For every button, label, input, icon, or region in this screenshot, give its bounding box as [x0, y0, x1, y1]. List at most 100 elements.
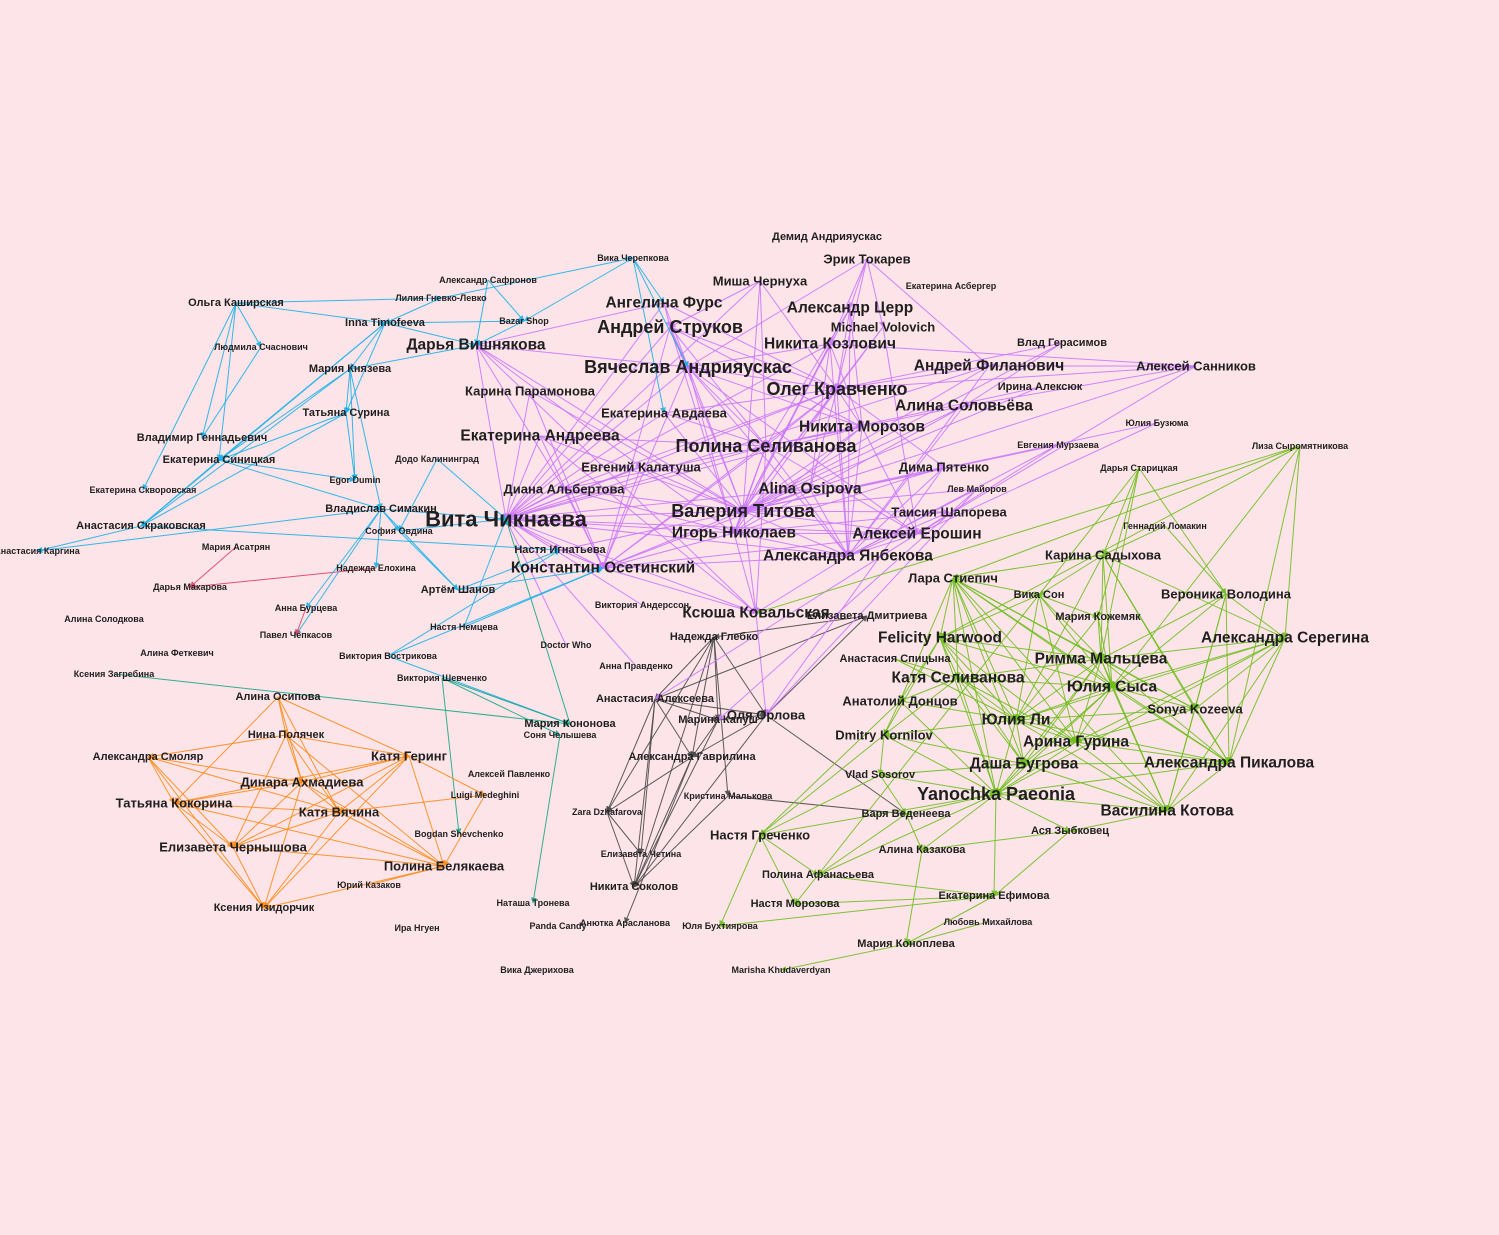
node-label-asatryan[interactable]: Мария Асатрян — [202, 542, 270, 552]
node-label-strukov[interactable]: Андрей Струков — [597, 317, 743, 337]
node-label-kazakova[interactable]: Алина Казакова — [879, 844, 967, 856]
node-label-selivanova[interactable]: Полина Селиванова — [676, 436, 858, 456]
node-label-erik[interactable]: Эрик Токарев — [823, 252, 910, 267]
node-label-lomakin[interactable]: Геннадий Ломакин — [1123, 521, 1207, 531]
node-label-osipova_a[interactable]: Alina Osipova — [758, 481, 862, 498]
node-label-polyachek[interactable]: Нина Полячек — [248, 729, 325, 741]
node-label-kozeeva[interactable]: Sonya Kozeeva — [1147, 702, 1243, 717]
node-label-vishnyakova[interactable]: Дарья Вишнякова — [406, 337, 545, 354]
node-label-timofeeva[interactable]: Inna Timofeeva — [345, 317, 426, 329]
node-label-solodkova[interactable]: Алина Солодкова — [64, 614, 144, 624]
node-label-kargina[interactable]: Анастасия Каргина — [0, 546, 81, 556]
node-label-titova[interactable]: Валерия Титова — [671, 501, 816, 521]
node-label-andriyauskas[interactable]: Вячеслав Андрияускас — [584, 357, 792, 377]
node-label-akhmadieva[interactable]: Динара Ахмадиева — [241, 775, 365, 790]
node-label-vostrikova[interactable]: Виктория Вострикова — [339, 651, 438, 661]
node-label-smolyar[interactable]: Александра Смоляр — [93, 751, 204, 763]
node-label-pikalova[interactable]: Александра Пикалова — [1144, 755, 1315, 772]
node-label-knyazeva[interactable]: Мария Князева — [309, 363, 392, 375]
node-label-bazar[interactable]: Bazar Shop — [499, 316, 549, 326]
node-label-cherepkova[interactable]: Вика Черепкова — [597, 253, 670, 263]
node-label-paeonia[interactable]: Yanochka Paeonia — [917, 784, 1076, 804]
node-label-avdaeva[interactable]: Екатерина Авдаева — [601, 406, 728, 421]
node-label-safronov[interactable]: Александр Сафронов — [439, 275, 537, 285]
node-label-dmitrieva[interactable]: Елизавета Дмитриева — [807, 610, 928, 622]
node-label-k_selivanova[interactable]: Катя Селиванова — [891, 670, 1024, 687]
node-label-elokhina[interactable]: Надежда Елохина — [336, 563, 417, 573]
node-label-kovalskaya[interactable]: Ксюша Ковальская — [682, 605, 829, 622]
node-label-seregina[interactable]: Александра Серегина — [1201, 630, 1369, 647]
node-label-morozov[interactable]: Никита Морозов — [799, 419, 925, 436]
node-label-schasnovich[interactable]: Людмила Счаснович — [214, 342, 308, 352]
node-label-osetinsky[interactable]: Константин Осетинский — [511, 560, 695, 577]
node-label-bukhtiyarova[interactable]: Юля Бухтиярова — [682, 921, 759, 931]
node-label-sinitskaya[interactable]: Екатерина Синицкая — [163, 454, 276, 466]
node-label-konopleva[interactable]: Мария Коноплева — [857, 938, 955, 950]
node-label-syromyatnikova[interactable]: Лиза Сыромятникова — [1252, 441, 1349, 451]
node-label-kononova[interactable]: Мария Кононова — [524, 718, 616, 730]
node-label-efimova[interactable]: Екатерина Ефимова — [939, 890, 1051, 902]
node-label-zagrebina[interactable]: Ксения Загребина — [74, 669, 155, 679]
node-label-shaporeva[interactable]: Таисия Шапорева — [891, 505, 1007, 520]
node-label-vedeneeva[interactable]: Варя Веденеева — [862, 808, 952, 820]
node-label-pavlenko[interactable]: Алексей Павленко — [468, 769, 551, 779]
node-label-bugrova[interactable]: Даша Бугрова — [970, 756, 1079, 773]
node-label-orlova[interactable]: Оля Орлова — [727, 708, 806, 723]
node-label-demid[interactable]: Демид Андрияускас — [772, 231, 882, 243]
node-label-sannikov[interactable]: Алексей Санников — [1136, 359, 1256, 374]
node-label-doctorwho[interactable]: Doctor Who — [541, 640, 592, 650]
node-label-solovyova[interactable]: Алина Соловьёва — [895, 398, 1033, 415]
node-label-kaliningrad[interactable]: Додо Калининград — [395, 454, 479, 464]
node-label-shevchenko_b[interactable]: Bogdan Shevchenko — [414, 829, 504, 839]
node-label-gering[interactable]: Катя Геринг — [371, 749, 448, 764]
node-label-makarova[interactable]: Дарья Макарова — [153, 582, 228, 592]
node-label-fetkevich[interactable]: Алина Феткевич — [140, 648, 213, 658]
node-label-shanov[interactable]: Артём Шанов — [421, 584, 496, 596]
node-label-surina[interactable]: Татьяна Сурина — [302, 407, 390, 419]
node-label-eroshin[interactable]: Алексей Ерошин — [852, 526, 981, 543]
node-label-spitsyna[interactable]: Анастасия Спицына — [840, 653, 952, 665]
node-label-tronova[interactable]: Наташа Тронева — [497, 898, 571, 908]
node-label-dzhafarova[interactable]: Zara Dzhafarova — [572, 807, 643, 817]
node-label-yanbekova[interactable]: Александра Янбекова — [763, 548, 933, 565]
node-label-chetina[interactable]: Елизавета Четина — [601, 849, 682, 859]
node-label-pyatenko[interactable]: Дима Пятенко — [899, 460, 989, 475]
node-label-kazakov[interactable]: Юрий Казаков — [337, 880, 401, 890]
node-label-khudaverdyan[interactable]: Marisha Khudaverdyan — [731, 965, 830, 975]
node-label-chiknaeva[interactable]: Вита Чикнаева — [425, 507, 588, 532]
node-label-sadykhova[interactable]: Карина Садыхова — [1045, 548, 1162, 563]
node-label-gnevko[interactable]: Лилия Гневко-Левко — [395, 293, 487, 303]
node-label-kashirskaya[interactable]: Ольга Каширская — [188, 297, 284, 309]
node-label-alekseeva[interactable]: Анастасия Алексеева — [596, 693, 715, 705]
node-label-maiorov[interactable]: Лев Майоров — [947, 484, 1007, 494]
node-label-skrakovskaya[interactable]: Анастасия Скраковская — [76, 520, 206, 532]
node-label-sysa[interactable]: Юлия Сыса — [1067, 679, 1158, 696]
node-label-nikolaev[interactable]: Игорь Николаев — [672, 525, 796, 542]
node-label-gurina[interactable]: Арина Гурина — [1023, 734, 1129, 751]
node-label-nemtseva[interactable]: Настя Немцева — [430, 622, 499, 632]
node-label-gavrilina[interactable]: Александра Гаврилина — [628, 751, 756, 763]
node-label-afanasyeva[interactable]: Полина Афанасьева — [762, 869, 875, 881]
node-label-skvorovskaya[interactable]: Екатерина Скворовская — [90, 485, 197, 495]
node-label-buzyuma[interactable]: Юлия Бузюма — [1126, 418, 1190, 428]
node-label-nguyen[interactable]: Ира Нгуен — [394, 923, 439, 933]
node-label-gennadyevich[interactable]: Владимир Геннадьевич — [137, 432, 267, 444]
node-label-kozhemyak[interactable]: Мария Кожемяк — [1055, 611, 1141, 623]
node-label-alekseyuk[interactable]: Ирина Алексюк — [998, 381, 1083, 393]
node-label-cerr[interactable]: Александр Церр — [787, 300, 913, 317]
node-label-andersson[interactable]: Виктория Андерсcон — [595, 600, 689, 610]
node-label-izidorchik[interactable]: Ксения Изидорчик — [214, 902, 315, 914]
node-label-belyakaeva[interactable]: Полина Белякаева — [384, 859, 505, 874]
node-label-filanovich[interactable]: Андрей Филанович — [914, 358, 1064, 375]
node-label-stiepich[interactable]: Лара Стиепич — [908, 571, 998, 586]
node-label-li[interactable]: Юлия Ли — [982, 712, 1051, 729]
node-label-simakin[interactable]: Владислав Симакин — [325, 503, 437, 515]
node-label-chelysheva[interactable]: Соня Челышева — [524, 730, 598, 740]
node-label-kalatusha[interactable]: Евгений Калатуша — [581, 460, 701, 475]
node-label-volovich[interactable]: Michael Volovich — [831, 320, 936, 335]
node-label-kapush[interactable]: Марина Капуш — [678, 714, 758, 726]
node-label-chepkasov[interactable]: Павел Чепкасов — [260, 630, 333, 640]
node-label-gerasimov[interactable]: Влад Герасимов — [1017, 337, 1107, 349]
node-label-maltseva[interactable]: Римма Мальцева — [1035, 651, 1168, 668]
node-label-paramonova[interactable]: Карина Парамонова — [465, 384, 596, 399]
